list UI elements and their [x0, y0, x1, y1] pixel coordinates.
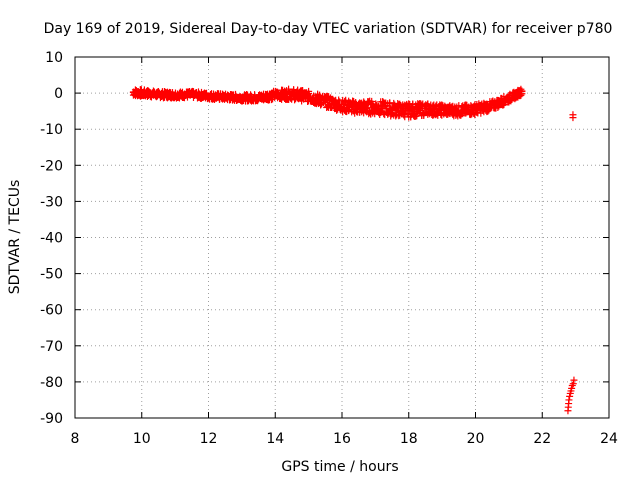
y-tick-label: 10 [45, 50, 63, 66]
y-tick-label: -60 [40, 303, 63, 319]
x-tick-label: 8 [71, 431, 80, 447]
x-tick-label: 10 [133, 431, 151, 447]
data-point [564, 407, 572, 415]
x-tick-label: 22 [533, 431, 551, 447]
y-tick-label: -90 [40, 411, 63, 427]
y-tick-label: 0 [54, 86, 63, 102]
y-tick-label: -70 [40, 339, 63, 355]
y-tick-label: -10 [40, 122, 63, 138]
y-tick-label: -50 [40, 267, 63, 283]
y-axis-label: SDTVAR / TECUs [7, 180, 23, 295]
x-axis-label: GPS time / hours [281, 459, 398, 475]
data-points [129, 85, 578, 415]
y-tick-label: -40 [40, 231, 63, 247]
data-point [569, 114, 577, 122]
grid [75, 57, 609, 418]
x-tick-label: 20 [467, 431, 485, 447]
y-tick-label: -30 [40, 194, 63, 210]
data-point [517, 91, 525, 99]
data-point [408, 104, 416, 112]
chart-title: Day 169 of 2019, Sidereal Day-to-day VTE… [44, 21, 613, 37]
data-point [570, 376, 578, 384]
axis-ticks: 8 10 12 14 16 18 20 22 24 10 0 -10 -20 -30 -40 -50 -60 -7… [40, 50, 618, 447]
x-tick-label: 18 [400, 431, 418, 447]
x-tick-label: 12 [200, 431, 218, 447]
data-point [386, 99, 394, 107]
y-tick-label: -20 [40, 158, 63, 174]
y-tick-label: -80 [40, 375, 63, 391]
data-point [377, 109, 385, 117]
data-point [305, 87, 313, 95]
x-tick-label: 14 [266, 431, 284, 447]
data-point [569, 380, 577, 388]
data-point [363, 105, 371, 113]
data-point [394, 106, 402, 114]
data-point [566, 392, 574, 400]
data-point [518, 88, 526, 96]
plot-frame [74, 56, 610, 419]
x-tick-label: 24 [600, 431, 618, 447]
x-tick-label: 16 [333, 431, 351, 447]
